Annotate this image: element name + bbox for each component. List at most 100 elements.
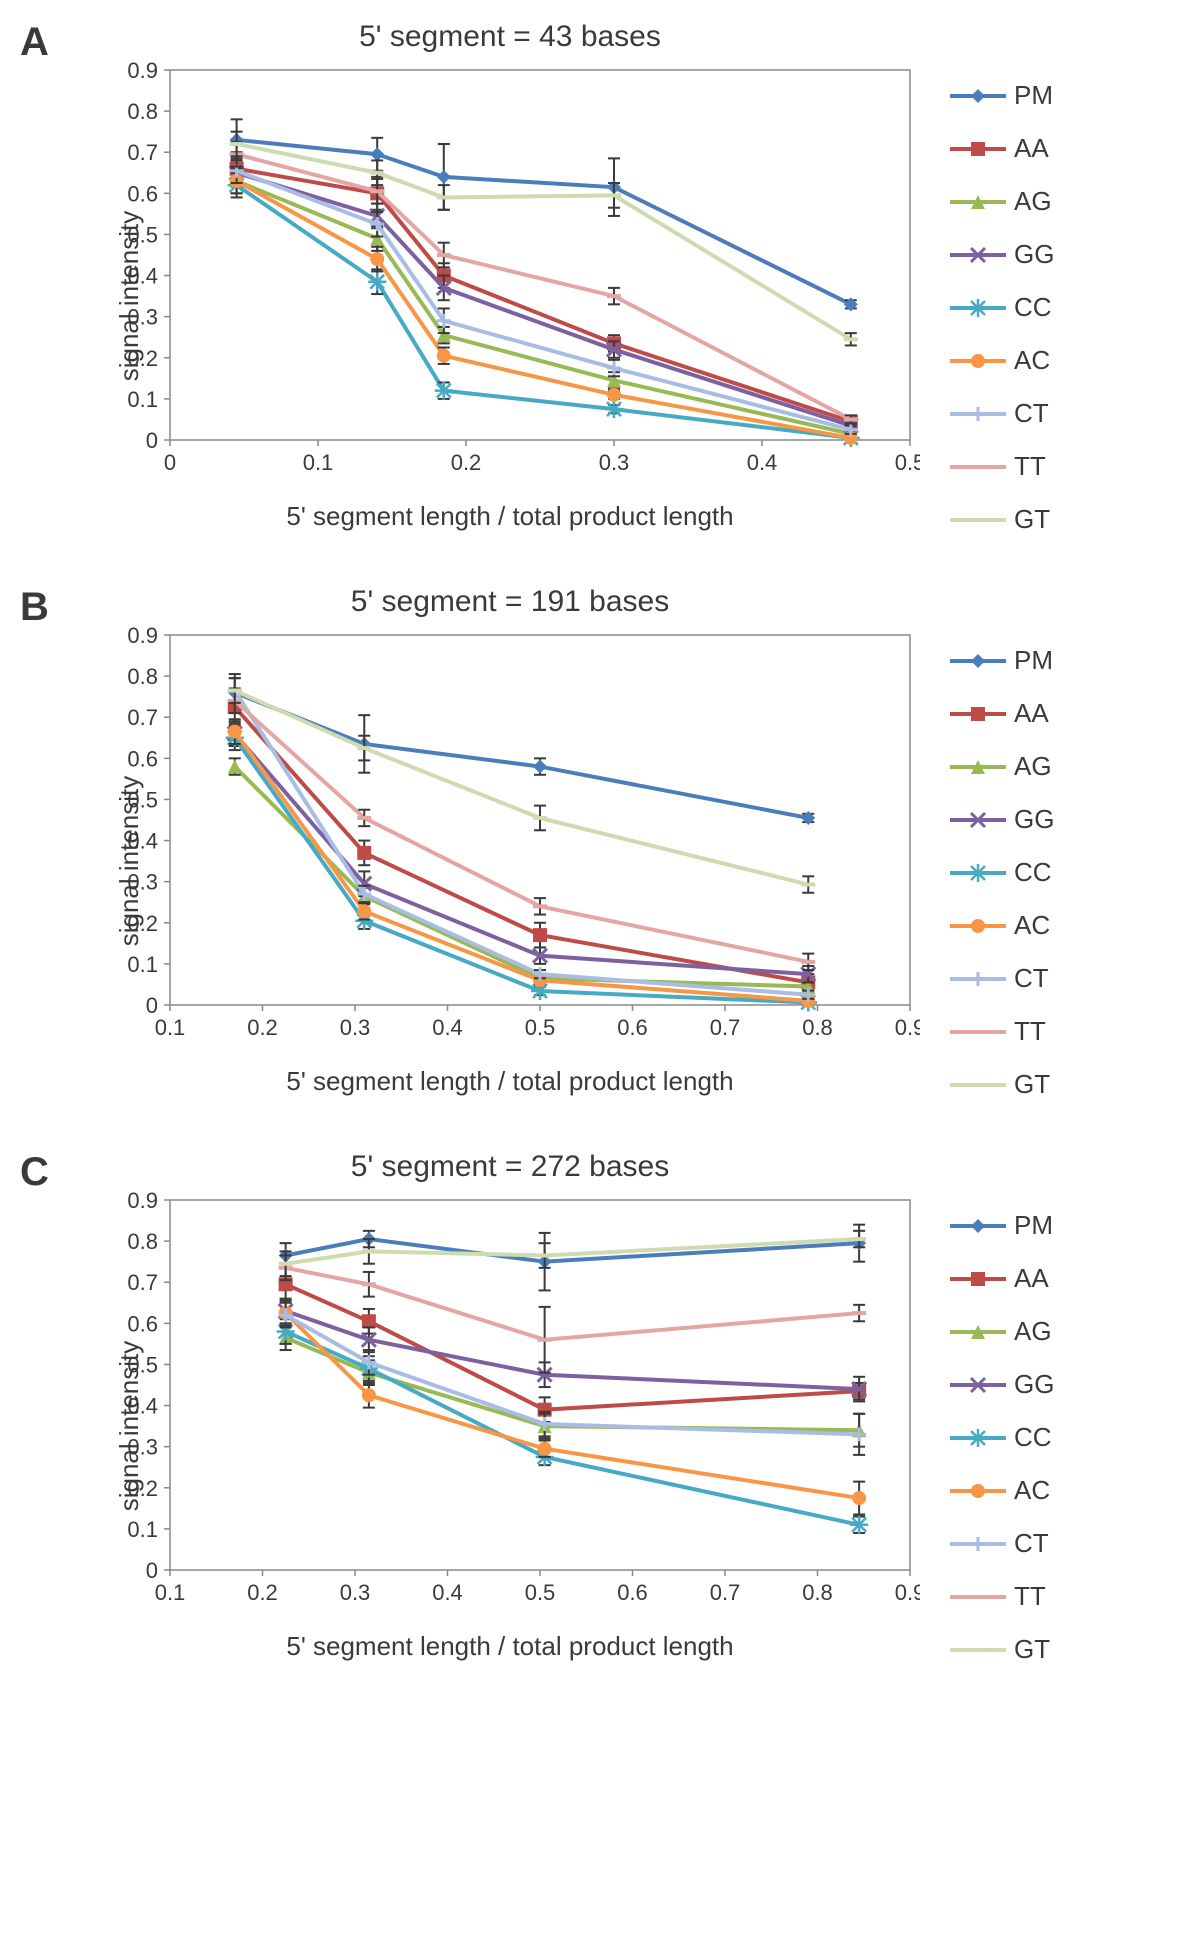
legend-item-CC: CC [950,1422,1054,1453]
panel-C: C 5' segment = 272 bases signal intensit… [20,1150,1180,1665]
svg-text:0.6: 0.6 [617,1580,648,1605]
legend-item-PM: PM [950,645,1054,676]
y-axis-label: signal intensity [114,776,145,947]
chart-title: 5' segment = 43 bases [100,20,920,54]
legend-item-PM: PM [950,80,1054,111]
chart-svg: 00.10.20.30.40.50.60.70.80.90.10.20.30.4… [100,1190,920,1620]
legend-label: GG [1014,239,1054,270]
x-axis-label: 5' segment length / total product length [100,1631,920,1662]
svg-text:0.1: 0.1 [127,1517,158,1542]
svg-text:0.3: 0.3 [599,450,630,475]
y-axis-label: signal intensity [114,1341,145,1512]
svg-text:0.9: 0.9 [127,60,158,83]
svg-text:0.2: 0.2 [247,1580,278,1605]
chart-area: signal intensity 00.10.20.30.40.50.60.70… [100,1190,920,1662]
svg-text:0.6: 0.6 [617,1015,648,1040]
legend-label: GG [1014,1369,1054,1400]
svg-text:0.7: 0.7 [127,140,158,165]
legend-item-AA: AA [950,698,1054,729]
legend-label: AC [1014,1475,1050,1506]
svg-text:0.3: 0.3 [340,1580,371,1605]
legend-label: PM [1014,80,1053,111]
legend: PM AA AG GG CC AC [950,1210,1054,1665]
legend-item-AC: AC [950,345,1054,376]
svg-text:0.8: 0.8 [802,1580,833,1605]
panel-label: B [20,585,49,630]
svg-text:0.6: 0.6 [127,1311,158,1336]
legend-label: PM [1014,1210,1053,1241]
chart-title: 5' segment = 272 bases [100,1150,920,1184]
svg-text:0.1: 0.1 [155,1580,186,1605]
legend: PM AA AG GG CC AC [950,645,1054,1100]
svg-text:0.5: 0.5 [525,1580,556,1605]
svg-text:0.4: 0.4 [432,1015,463,1040]
legend-label: CT [1014,1528,1049,1559]
svg-text:0.9: 0.9 [895,1015,920,1040]
legend-label: CT [1014,398,1049,429]
legend-label: AC [1014,345,1050,376]
svg-text:0.8: 0.8 [127,1229,158,1254]
legend-item-GT: GT [950,1069,1054,1100]
legend-label: AA [1014,1263,1049,1294]
chart-title: 5' segment = 191 bases [100,585,920,619]
legend-label: AG [1014,1316,1052,1347]
svg-text:0.9: 0.9 [895,1580,920,1605]
legend-item-GT: GT [950,504,1054,535]
chart-area: signal intensity 00.10.20.30.40.50.60.70… [100,625,920,1097]
svg-text:0: 0 [146,428,158,453]
chart-svg: 00.10.20.30.40.50.60.70.80.900.10.20.30.… [100,60,920,490]
svg-text:0.8: 0.8 [127,99,158,124]
svg-text:0.5: 0.5 [895,450,920,475]
legend-item-AC: AC [950,910,1054,941]
legend: PM AA AG GG CC AC [950,80,1054,535]
legend-item-CC: CC [950,857,1054,888]
legend-item-TT: TT [950,451,1054,482]
svg-text:0.4: 0.4 [432,1580,463,1605]
legend-label: TT [1014,1581,1046,1612]
panel-B: B 5' segment = 191 bases signal intensit… [20,585,1180,1100]
svg-text:0.7: 0.7 [127,705,158,730]
legend-item-GG: GG [950,1369,1054,1400]
legend-label: GT [1014,1069,1050,1100]
x-axis-label: 5' segment length / total product length [100,1066,920,1097]
legend-label: PM [1014,645,1053,676]
svg-text:0.8: 0.8 [802,1015,833,1040]
svg-text:0.7: 0.7 [710,1015,741,1040]
legend-item-TT: TT [950,1016,1054,1047]
panel-label: A [20,20,49,65]
svg-text:0.7: 0.7 [710,1580,741,1605]
panel-A: A 5' segment = 43 bases signal intensity… [20,20,1180,535]
legend-item-CT: CT [950,963,1054,994]
legend-item-CC: CC [950,292,1054,323]
svg-text:0.9: 0.9 [127,1190,158,1213]
legend-label: AA [1014,698,1049,729]
x-axis-label: 5' segment length / total product length [100,501,920,532]
legend-item-AC: AC [950,1475,1054,1506]
legend-label: TT [1014,451,1046,482]
svg-text:0.1: 0.1 [127,387,158,412]
legend-label: CC [1014,1422,1052,1453]
legend-label: CT [1014,963,1049,994]
svg-text:0.9: 0.9 [127,625,158,648]
legend-item-TT: TT [950,1581,1054,1612]
legend-item-AG: AG [950,186,1054,217]
svg-text:0.3: 0.3 [340,1015,371,1040]
legend-label: TT [1014,1016,1046,1047]
chart-svg: 00.10.20.30.40.50.60.70.80.90.10.20.30.4… [100,625,920,1055]
svg-text:0.8: 0.8 [127,664,158,689]
svg-text:0.1: 0.1 [127,952,158,977]
legend-item-CT: CT [950,1528,1054,1559]
svg-text:0.5: 0.5 [525,1015,556,1040]
svg-text:0.6: 0.6 [127,746,158,771]
svg-text:0.6: 0.6 [127,181,158,206]
svg-text:0.4: 0.4 [747,450,778,475]
legend-label: GG [1014,804,1054,835]
panel-label: C [20,1150,49,1195]
y-axis-label: signal intensity [114,211,145,382]
svg-text:0.1: 0.1 [303,450,334,475]
svg-text:0: 0 [164,450,176,475]
svg-text:0.2: 0.2 [451,450,482,475]
svg-text:0.2: 0.2 [247,1015,278,1040]
legend-label: GT [1014,1634,1050,1665]
legend-item-PM: PM [950,1210,1054,1241]
